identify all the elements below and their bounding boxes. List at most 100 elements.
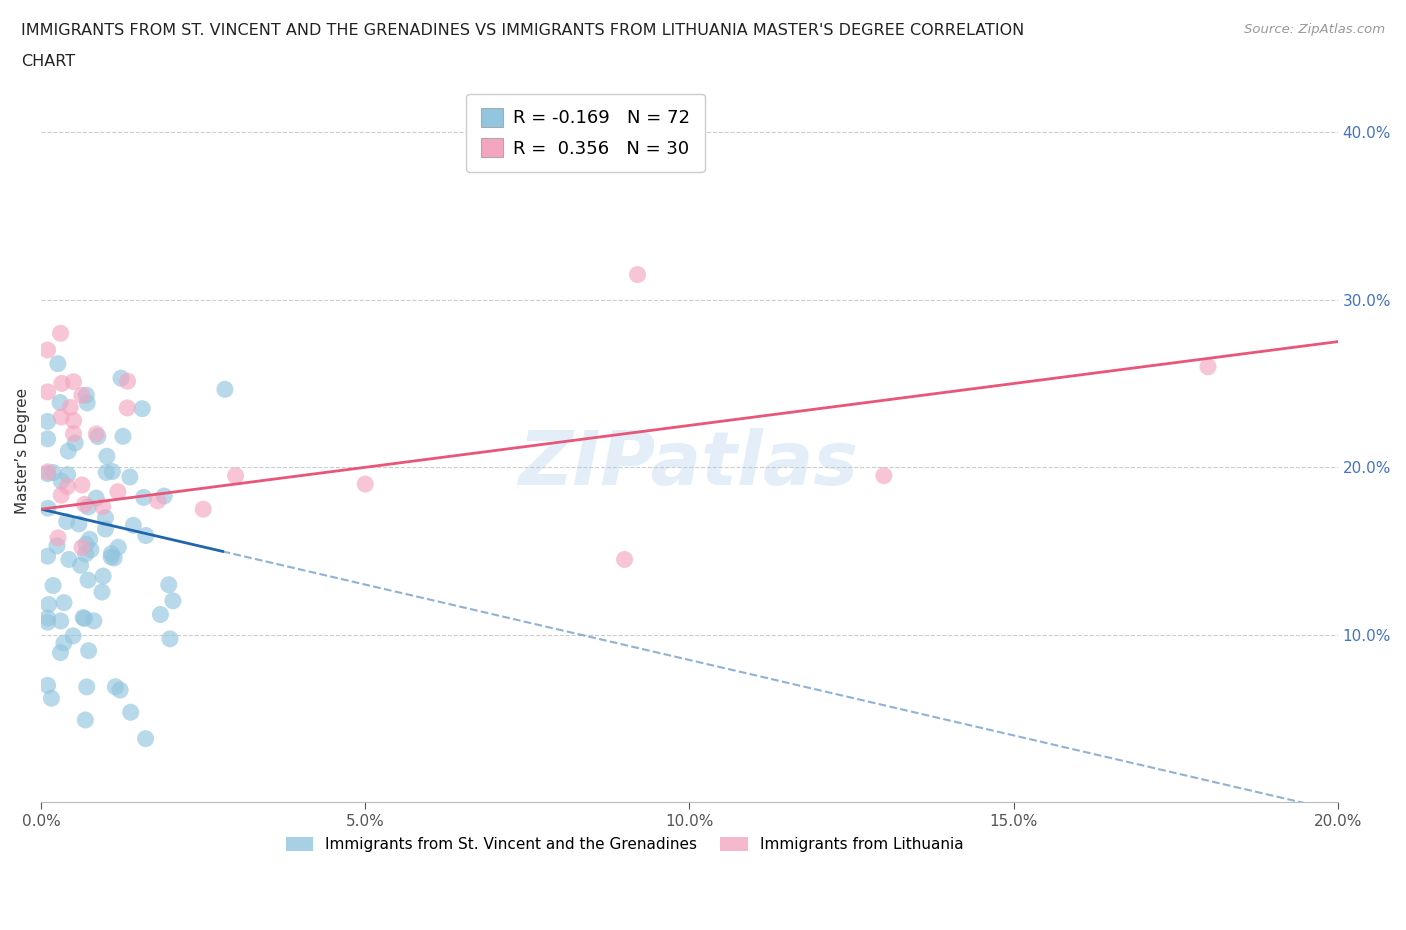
Point (107, 485, 129, 499)
Point (77, 499, 100, 514)
Point (37, 464, 59, 479)
Point (58, 444, 80, 458)
Point (153, 488, 176, 503)
Point (37, 501, 59, 516)
Point (37, 549, 59, 564)
Point (80, 542, 103, 557)
Point (613, 552, 636, 567)
Point (354, 476, 377, 491)
Point (55, 514, 77, 529)
Point (53, 595, 76, 610)
Point (70, 388, 93, 403)
Point (107, 539, 129, 554)
Point (118, 470, 141, 485)
Text: CHART: CHART (21, 54, 75, 69)
Point (51, 487, 73, 502)
Point (42, 578, 65, 593)
Point (149, 607, 172, 622)
Point (214, 382, 236, 397)
Point (63, 435, 86, 450)
Point (104, 679, 127, 694)
Point (49, 395, 72, 410)
Point (1197, 359, 1219, 374)
Point (37, 611, 59, 626)
Point (41, 691, 63, 706)
Point (73, 611, 96, 626)
Point (46, 530, 69, 545)
Point (225, 468, 247, 483)
Point (56, 479, 79, 494)
Point (120, 705, 142, 720)
Point (51, 376, 73, 391)
Point (162, 593, 184, 608)
Point (51, 409, 73, 424)
Point (84, 427, 107, 442)
Point (100, 546, 122, 561)
Point (83, 614, 105, 629)
Point (52, 636, 75, 651)
Point (37, 615, 59, 630)
Point (76, 395, 98, 410)
Point (37, 342, 59, 357)
Point (100, 550, 122, 565)
Point (72, 610, 94, 625)
Point (91, 499, 114, 514)
Point (131, 401, 153, 416)
Point (103, 551, 125, 565)
Point (51, 473, 73, 488)
Point (37, 432, 59, 446)
Point (37, 678, 59, 693)
Point (56, 467, 79, 482)
Point (62, 413, 84, 428)
Point (59, 400, 82, 415)
Point (37, 466, 59, 481)
Point (132, 490, 155, 505)
Point (146, 494, 169, 509)
Y-axis label: Master’s Degree: Master’s Degree (15, 388, 30, 513)
Point (75, 388, 97, 403)
Point (96, 465, 118, 480)
Point (79, 532, 101, 547)
Point (73, 497, 96, 512)
Point (70, 477, 93, 492)
Point (49, 614, 72, 629)
Point (94, 522, 117, 537)
Point (67, 516, 90, 531)
Point (96, 449, 118, 464)
Point (90, 585, 112, 600)
Point (49, 326, 72, 340)
Point (77, 573, 100, 588)
Point (91, 568, 114, 583)
Point (94, 511, 117, 525)
Point (873, 468, 896, 483)
Point (75, 712, 97, 727)
Point (38, 597, 60, 612)
Point (62, 374, 84, 389)
Point (193, 502, 215, 517)
Point (108, 683, 131, 698)
Text: Source: ZipAtlas.com: Source: ZipAtlas.com (1244, 23, 1385, 36)
Point (135, 528, 157, 543)
Point (37, 414, 59, 429)
Point (62, 629, 84, 644)
Point (87, 429, 110, 444)
Point (111, 429, 134, 444)
Point (77, 644, 100, 658)
Point (626, 267, 648, 282)
Legend: Immigrants from St. Vincent and the Grenadines, Immigrants from Lithuania: Immigrants from St. Vincent and the Gren… (280, 830, 970, 858)
Point (122, 518, 145, 533)
Text: IMMIGRANTS FROM ST. VINCENT AND THE GRENADINES VS IMMIGRANTS FROM LITHUANIA MAST: IMMIGRANTS FROM ST. VINCENT AND THE GREN… (21, 23, 1025, 38)
Point (46, 538, 69, 553)
Point (49, 645, 72, 660)
Point (75, 547, 97, 562)
Point (46, 356, 69, 371)
Point (58, 552, 80, 567)
Point (157, 578, 180, 592)
Point (115, 401, 138, 416)
Point (76, 680, 98, 695)
Point (135, 731, 157, 746)
Point (117, 374, 139, 389)
Point (37, 384, 59, 399)
Point (42, 465, 65, 480)
Point (69, 558, 91, 573)
